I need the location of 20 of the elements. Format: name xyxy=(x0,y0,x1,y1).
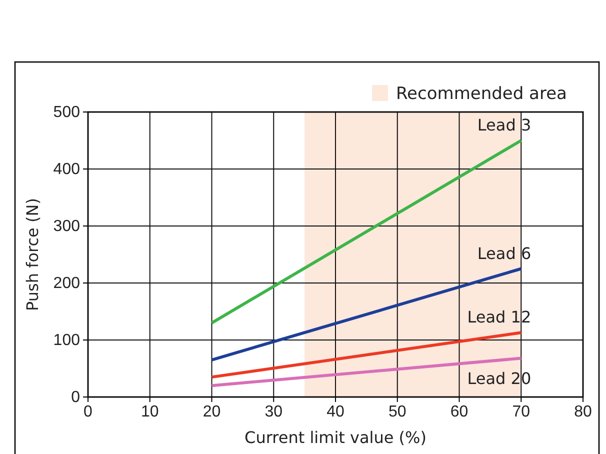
legend-label: Recommended area xyxy=(396,84,567,104)
x-tick-label: 10 xyxy=(140,403,159,420)
x-tick-label: 0 xyxy=(84,403,93,420)
series-label: Lead 6 xyxy=(477,244,532,263)
x-tick-label: 20 xyxy=(202,403,221,420)
x-tick-label: 30 xyxy=(264,403,283,420)
x-tick-label: 60 xyxy=(450,403,468,420)
y-tick-label: 500 xyxy=(53,104,80,122)
y-tick-label: 400 xyxy=(53,161,80,178)
y-tick-label: 100 xyxy=(53,332,80,350)
x-axis-title: Current limit value (%) xyxy=(244,428,426,447)
y-tick-label: 300 xyxy=(53,218,80,236)
x-tick-label: 40 xyxy=(326,403,344,420)
series-label: Lead 3 xyxy=(477,116,532,134)
y-axis-title: Push force (N) xyxy=(23,198,42,311)
x-tick-label: 50 xyxy=(388,403,406,420)
y-tick-label: 0 xyxy=(71,389,80,406)
x-tick-label: 70 xyxy=(512,403,530,420)
x-tick-label: 80 xyxy=(574,403,592,420)
y-tick-label: 200 xyxy=(53,275,80,292)
